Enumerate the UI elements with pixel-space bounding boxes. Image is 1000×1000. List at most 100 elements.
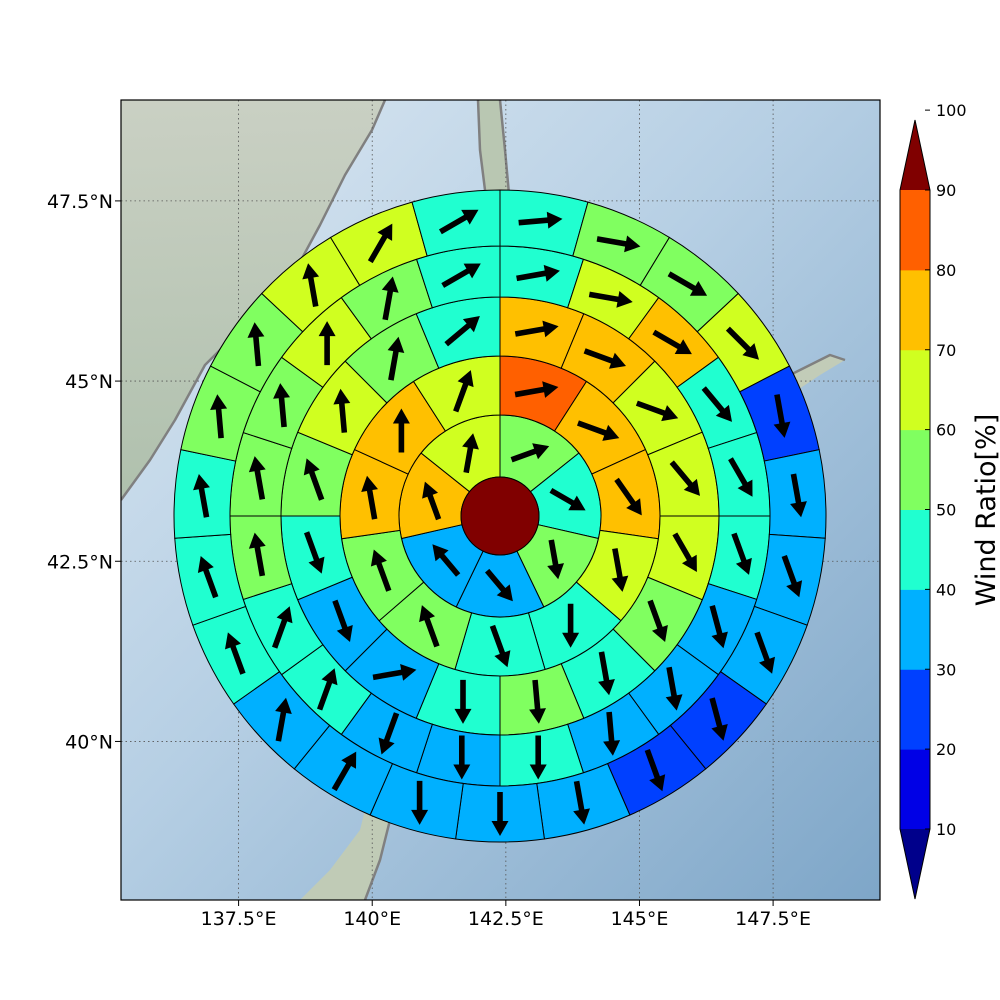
colorbar-tick-label: 40	[936, 580, 956, 599]
wind-arrow-r4-3	[701, 386, 732, 422]
land-mainland	[121, 100, 385, 500]
wind-arrow-r4-4	[728, 457, 753, 497]
wind-arrow-r3-13	[333, 388, 351, 433]
wind-arrow-r5-12	[411, 780, 429, 825]
x-tick-label: 140°E	[343, 908, 401, 930]
wind-arrow-r5-2	[667, 271, 708, 296]
wind-arrow-r5-21	[367, 223, 393, 264]
wind-arrow-r5-6	[781, 555, 803, 598]
center-disc	[460, 476, 540, 556]
wind-arrow-r4-6	[709, 605, 728, 649]
colorbar-bin-1	[900, 749, 930, 830]
colorbar	[899, 119, 931, 900]
wind-arrow-r5-9	[644, 749, 666, 792]
wind-arrow-r3-6	[598, 651, 615, 696]
wind-arrow-r3-10	[332, 599, 353, 642]
x-tick-label: 137.5°E	[201, 908, 277, 930]
wind-arrow-r3-2	[635, 400, 679, 422]
x-tick-label: 147.5°E	[735, 908, 811, 930]
wind-arrow-r4-2	[652, 329, 692, 355]
wind-arrow-r5-10	[573, 780, 590, 825]
wind-arrow-r5-20	[302, 263, 320, 307]
wind-arrow-r2-7	[370, 549, 392, 592]
x-tick-label: 145°E	[611, 908, 669, 930]
y-tick-label: 42.5°N	[47, 551, 113, 573]
wind-arrow-r1-6	[462, 433, 479, 474]
wind-arrow-r3-8	[454, 679, 472, 724]
wind-arrow-r1-4	[432, 544, 461, 577]
wind-arrow-r2-4	[562, 603, 580, 648]
y-tick-label: 40°N	[65, 731, 113, 753]
wind-arrow-r2-10	[453, 370, 474, 413]
wind-arrow-r5-8	[709, 697, 728, 741]
wind-arrow-r4-9	[529, 735, 547, 780]
wind-arrow-r2-5	[489, 624, 511, 668]
colorbar-bin-3	[900, 589, 930, 670]
wind-arrow-r1-3	[485, 568, 513, 602]
wind-arrow-r2-6	[419, 605, 440, 648]
colorbar-tick-label: 20	[936, 740, 956, 759]
colorbar-tick-label: 50	[936, 501, 956, 520]
wind-arrow-r1-2	[547, 539, 564, 580]
wind-arrow-r2-9	[392, 408, 410, 453]
colorbar-ticks: 10 20 30 40 50 60 70 80 90 100	[925, 101, 967, 839]
colorbar-bin-2	[900, 669, 930, 750]
wind-arrow-r1-5	[422, 481, 442, 521]
wind-arrow-r2-0	[514, 381, 559, 398]
wind-arrow-r3-14	[387, 336, 405, 381]
wind-arrow-r5-7	[754, 631, 775, 674]
colorbar-tick-label: 60	[936, 421, 956, 440]
wind-arrow-r3-3	[669, 460, 700, 496]
wind-arrow-r2-2	[614, 477, 642, 516]
colorbar-tick-label: 10	[936, 820, 956, 839]
wind-vectors	[193, 209, 807, 836]
wind-arrow-r5-4	[773, 394, 791, 438]
wind-arrow-r4-10	[453, 735, 471, 780]
wind-arrow-r5-17	[193, 474, 210, 518]
wind-arrow-r3-11	[304, 531, 325, 574]
wind-arrow-r4-14	[248, 532, 266, 577]
colorbar-bin-8	[900, 190, 930, 271]
colorbar-bin-4	[900, 509, 930, 590]
wind-arrow-r5-16	[197, 556, 219, 599]
wind-arrow-r3-15	[444, 316, 480, 347]
y-tick-label: 47.5°N	[47, 191, 113, 213]
colorbar-extend-min	[900, 829, 930, 899]
wind-arrow-r4-0	[516, 264, 560, 282]
colorbar-extend-max	[900, 120, 930, 190]
colorbar-bin-5	[900, 429, 930, 510]
wind-arrow-r4-15	[248, 456, 266, 500]
wind-arrow-r4-12	[317, 668, 338, 711]
wind-arrow-r4-18	[381, 276, 399, 321]
wind-arrow-r2-8	[361, 475, 378, 520]
wind-arrow-r2-3	[611, 548, 629, 592]
colorbar-tick-label: 100	[936, 101, 967, 120]
colorbar-label: Wind Ratio[%]	[971, 414, 1000, 606]
wind-arrow-r4-5	[731, 532, 752, 575]
map-frame	[120, 99, 881, 901]
wind-arrow-r5-11	[491, 792, 509, 836]
wind-arrow-r4-11	[378, 712, 400, 755]
wind-arrow-r5-5	[790, 473, 807, 518]
wind-arrow-r4-17	[318, 321, 336, 366]
wind-arrow-r5-14	[275, 697, 292, 742]
wind-arrow-r3-1	[583, 348, 626, 369]
wind-arrow-r5-3	[725, 326, 759, 360]
wind-arrow-r5-15	[225, 632, 246, 675]
wind-arrow-r1-1	[549, 488, 586, 511]
wind-arrow-r3-0	[514, 320, 559, 338]
wind-arrow-r5-22	[439, 209, 479, 235]
wind-arrow-r3-5	[647, 599, 668, 642]
y-tick-label: 45°N	[65, 371, 113, 393]
wind-arrow-r3-9	[372, 664, 417, 681]
y-axis-ticks: 47.5°N 45°N 42.5°N 40°N	[47, 191, 121, 753]
colorbar-tick-label: 70	[936, 341, 956, 360]
wind-arrow-r4-16	[273, 383, 290, 428]
x-axis-ticks: 137.5°E 140°E 142.5°E 145°E 147.5°E	[201, 900, 811, 930]
wind-arrow-r2-1	[577, 420, 620, 441]
wind-arrow-r1-0	[510, 443, 550, 463]
wind-arrow-r5-13	[331, 751, 357, 792]
wind-arrow-r4-8	[603, 711, 621, 756]
wind-arrow-r4-1	[588, 291, 633, 308]
